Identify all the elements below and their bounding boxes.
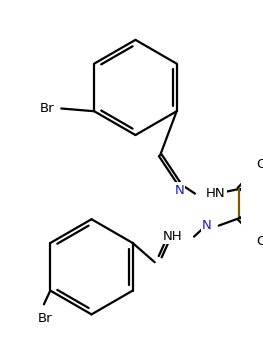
Text: Br: Br [39,102,54,115]
Text: HN: HN [206,187,226,200]
Text: O: O [256,158,263,171]
Text: O: O [256,235,263,248]
Text: N: N [202,219,211,232]
Text: NH: NH [163,230,182,243]
Text: Br: Br [38,312,52,325]
Text: N: N [175,183,184,197]
